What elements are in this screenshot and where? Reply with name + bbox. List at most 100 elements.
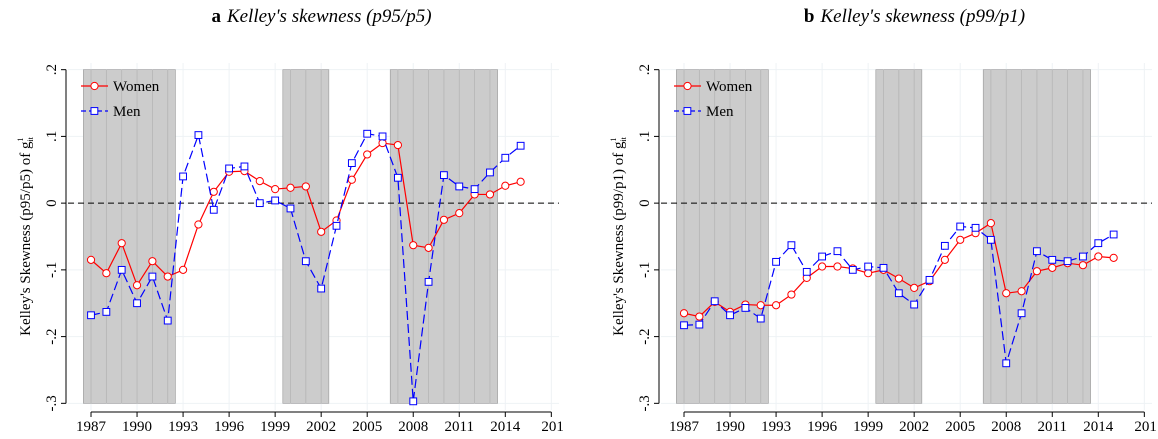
point xyxy=(301,182,310,191)
point xyxy=(470,185,479,194)
x-tick-label: 2002 xyxy=(306,419,336,435)
point xyxy=(741,304,750,312)
point xyxy=(485,190,495,199)
point xyxy=(695,320,704,329)
point xyxy=(1109,230,1118,239)
point xyxy=(133,299,141,308)
title-text: Kelley's skewness (p95/p5) xyxy=(226,6,432,27)
legend-label: Men xyxy=(706,104,734,120)
point xyxy=(225,164,234,173)
point xyxy=(286,204,295,213)
point xyxy=(148,272,157,281)
y-label-main: Kelley's Skewness (p95/p5) of g xyxy=(18,141,34,336)
y-tick-label: -.1 xyxy=(637,262,653,278)
point xyxy=(363,129,372,138)
point xyxy=(818,262,827,271)
point xyxy=(194,220,203,229)
point xyxy=(1063,257,1072,266)
y-tick-label: .1 xyxy=(637,131,653,142)
legend-marker xyxy=(683,81,692,91)
point xyxy=(1002,359,1011,368)
y-tick-label: -.1 xyxy=(44,262,60,278)
legend-label: Women xyxy=(113,79,160,95)
point xyxy=(910,283,919,292)
x-tick-label: 1999 xyxy=(260,419,290,435)
y-tick-label: .2 xyxy=(44,64,60,75)
y-label-sup: 1 xyxy=(16,138,25,142)
legend-marker xyxy=(90,107,99,115)
point xyxy=(680,321,688,330)
legend-marker xyxy=(683,107,692,115)
point xyxy=(679,309,689,318)
panel-letter: a xyxy=(211,6,221,27)
point xyxy=(516,177,525,186)
point xyxy=(1048,255,1057,264)
point xyxy=(833,247,842,256)
point xyxy=(194,131,203,139)
y-label-sup: 1 xyxy=(609,138,618,142)
point xyxy=(787,241,796,250)
point xyxy=(1017,287,1026,296)
point xyxy=(1048,263,1057,272)
y-tick-label: 0 xyxy=(44,199,60,207)
point xyxy=(501,153,510,162)
legend-label: Men xyxy=(113,104,141,120)
point xyxy=(1109,253,1118,262)
point xyxy=(894,289,903,298)
point xyxy=(894,274,903,283)
point xyxy=(209,205,218,214)
y-axis-label: Kelley's Skewness (p95/p5) of g1it xyxy=(16,136,35,336)
point xyxy=(209,187,218,196)
point xyxy=(710,297,719,306)
panel: .2 .1 0 -.1 -.2 -.3 1987 1990 1993 1996 1999 2002 20… xyxy=(16,6,564,435)
point xyxy=(486,168,494,177)
point xyxy=(802,267,811,276)
point xyxy=(378,138,387,148)
point xyxy=(455,209,464,218)
point xyxy=(879,263,888,272)
x-tick-label: 2005 xyxy=(945,419,975,435)
point xyxy=(255,177,264,186)
x-tick-label: 2011 xyxy=(445,419,474,435)
point xyxy=(424,243,433,252)
point xyxy=(925,275,934,284)
x-tick-label: 2008 xyxy=(398,419,428,435)
x-tick-label: 2014 xyxy=(490,419,521,435)
point xyxy=(301,257,310,266)
legend-marker xyxy=(90,81,99,91)
y-label-main: Kelley's Skewness (p99/p1) of g xyxy=(611,141,627,336)
point xyxy=(1079,252,1087,261)
point xyxy=(87,311,95,320)
panel-title: b Kelley's skewness (p99/p1) xyxy=(804,6,1025,27)
point xyxy=(818,252,827,261)
point xyxy=(956,235,965,244)
x-tick-label: 1993 xyxy=(168,419,198,435)
point xyxy=(833,262,842,271)
panel-title: a Kelley's skewness (p95/p5) xyxy=(211,6,431,27)
y-tick-label: .2 xyxy=(637,64,653,75)
point xyxy=(271,185,280,194)
point xyxy=(148,257,157,266)
point xyxy=(864,262,873,271)
x-tick-label: 2005 xyxy=(352,419,382,435)
point xyxy=(117,265,126,274)
point xyxy=(271,196,280,205)
x-tick-label: 2011 xyxy=(1038,419,1067,435)
point xyxy=(910,300,919,309)
point xyxy=(409,397,418,406)
y-tick-label: -.3 xyxy=(637,395,653,411)
point xyxy=(516,141,525,150)
point xyxy=(240,162,249,171)
panel: .2 .1 0 -.1 -.2 -.3 1987 1990 1993 1996 1999 2002 20… xyxy=(609,6,1157,435)
point xyxy=(439,215,449,224)
point xyxy=(1094,252,1103,261)
point xyxy=(1032,267,1042,276)
point xyxy=(1017,309,1026,318)
point xyxy=(86,255,96,264)
shaded-region xyxy=(676,69,769,404)
y-tick-label: 0 xyxy=(637,199,653,207)
shaded-region xyxy=(83,69,176,404)
title-text: Kelley's skewness (p99/p1) xyxy=(820,6,1026,27)
point xyxy=(864,269,873,278)
point xyxy=(726,311,734,320)
